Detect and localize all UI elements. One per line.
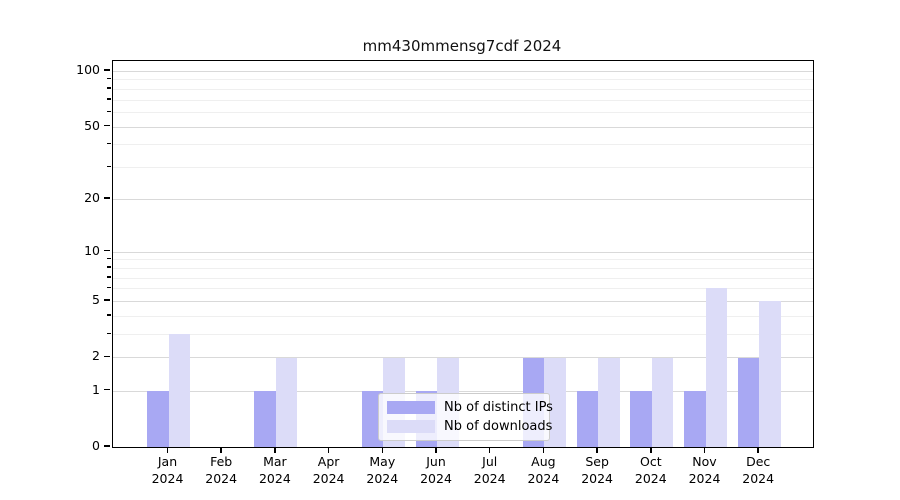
minor-gridline: [113, 167, 813, 169]
y-axis-tick: [104, 388, 110, 391]
y-axis-tick-label: 1: [92, 381, 100, 397]
minor-gridline: [113, 334, 813, 336]
minor-gridline: [113, 259, 813, 261]
x-axis-tick-label: Apr 2024: [312, 454, 345, 486]
x-axis-tick: [327, 447, 330, 453]
x-axis-tick-label: Sep 2024: [581, 454, 613, 486]
minor-gridline: [113, 112, 813, 114]
y-axis-tick-label: 20: [84, 189, 100, 205]
minor-gridline: [113, 288, 813, 290]
minor-gridline: [113, 88, 813, 90]
bar-downloads: [705, 288, 727, 447]
y-axis-tick: [104, 249, 110, 252]
x-axis-tick: [650, 447, 652, 453]
x-axis-tick: [757, 447, 759, 453]
x-axis-tick: [381, 447, 384, 453]
x-axis-tick-label: May 2024: [366, 454, 399, 486]
major-gridline: [113, 71, 813, 72]
y-axis-tick-label: 0: [92, 438, 100, 453]
y-axis-minor-tick: [107, 266, 111, 268]
y-axis-tick: [104, 299, 110, 301]
major-gridline: [113, 251, 813, 253]
plot-area: [112, 60, 814, 448]
major-gridline: [113, 301, 813, 303]
legend-item-label: Nb of distinct IPs: [444, 400, 553, 415]
bar-downloads: [598, 357, 620, 447]
legend-item: Nb of distinct IPs: [387, 400, 553, 415]
bar-downloads: [759, 301, 781, 447]
legend-swatch-icon: [387, 420, 435, 433]
major-gridline: [113, 390, 813, 392]
x-axis-tick: [435, 447, 437, 453]
x-axis-tick: [703, 447, 706, 453]
x-axis-tick-label: Jul 2024: [473, 454, 506, 486]
x-axis-tick: [596, 447, 598, 453]
bar-distinct-ips: [684, 390, 706, 447]
major-gridline: [113, 357, 813, 359]
y-axis-minor-tick: [107, 257, 111, 260]
x-axis-tick-label: Nov 2024: [688, 454, 721, 486]
x-axis-tick: [166, 447, 169, 453]
legend-swatch-icon: [387, 401, 435, 414]
y-axis-tick: [104, 124, 110, 127]
x-axis-tick-label: Feb 2024: [205, 454, 238, 486]
x-axis-tick: [488, 447, 491, 453]
bar-distinct-ips: [147, 390, 169, 447]
legend: Nb of distinct IPs Nb of downloads: [378, 393, 553, 441]
y-axis-minor-tick: [107, 332, 111, 335]
bar-downloads: [168, 334, 190, 447]
x-axis-tick-label: Aug 2024: [527, 454, 560, 486]
y-axis-minor-tick: [107, 165, 111, 168]
x-axis-tick: [274, 447, 276, 453]
bar-downloads: [651, 357, 674, 447]
bar-distinct-ips: [361, 390, 384, 447]
bar-distinct-ips: [737, 357, 760, 447]
minor-gridline: [113, 267, 813, 269]
legend-item-label: Nb of downloads: [444, 419, 553, 434]
y-axis-tick-label: 2: [92, 348, 100, 364]
x-axis-tick: [220, 447, 222, 453]
y-axis-minor-tick: [107, 110, 111, 113]
x-axis-tick-label: Dec 2024: [742, 454, 775, 486]
bar-distinct-ips: [630, 390, 652, 447]
minor-gridline: [113, 315, 813, 317]
y-axis-minor-tick: [107, 314, 111, 316]
major-gridline: [113, 198, 813, 200]
y-axis-tick: [104, 445, 110, 447]
y-axis-minor-tick: [107, 87, 111, 89]
major-gridline: [113, 126, 813, 128]
x-axis-tick-label: Jan 2024: [151, 454, 184, 486]
y-axis-tick-label: 5: [92, 292, 100, 308]
y-axis-minor-tick: [107, 77, 111, 80]
y-axis-minor-tick: [107, 98, 111, 100]
minor-gridline: [113, 79, 813, 81]
bar-downloads: [275, 357, 298, 447]
bar-distinct-ips: [254, 390, 276, 447]
minor-gridline: [113, 277, 813, 279]
y-axis-tick-label: 10: [84, 242, 100, 258]
x-axis-tick-label: Jun 2024: [420, 454, 452, 486]
minor-gridline: [113, 99, 813, 101]
y-axis-minor-tick: [107, 142, 111, 145]
x-axis-tick: [542, 447, 545, 453]
y-axis-tick-label: 100: [76, 62, 100, 77]
x-axis-tick-label: Mar 2024: [258, 454, 291, 486]
x-axis-tick-label: Oct 2024: [634, 454, 667, 486]
y-axis-tick: [104, 69, 110, 71]
y-axis-minor-tick: [107, 286, 111, 289]
y-axis-tick: [104, 197, 110, 199]
chart-title: mm430mmensg7cdf 2024: [362, 37, 562, 55]
y-axis-minor-tick: [107, 276, 111, 278]
bar-distinct-ips: [576, 390, 599, 447]
minor-gridline: [113, 144, 813, 146]
legend-item: Nb of downloads: [387, 419, 552, 434]
y-axis-tick: [104, 355, 110, 358]
y-axis-tick-label: 50: [84, 117, 100, 133]
